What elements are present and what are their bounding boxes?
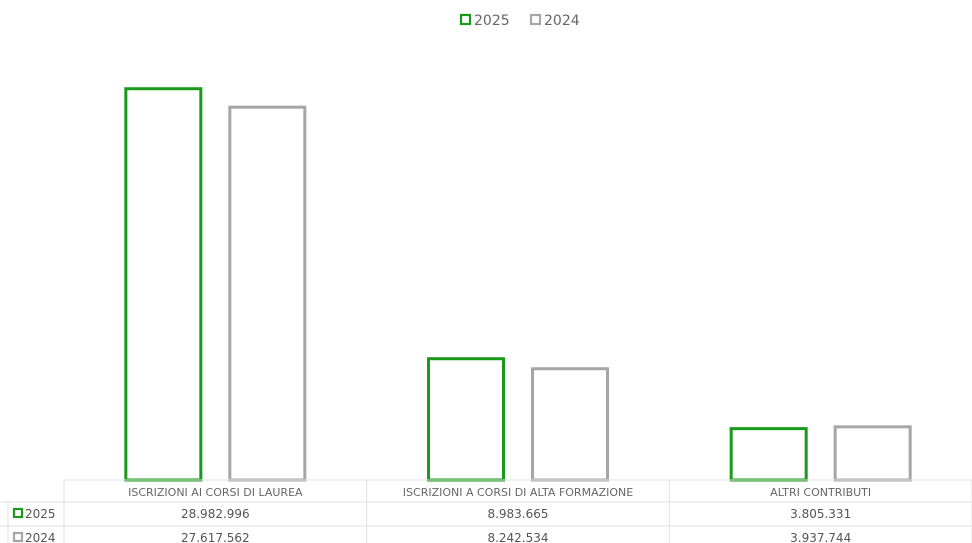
legend-item-2025: 2025 bbox=[459, 13, 510, 29]
legend: 2025 2024 bbox=[459, 13, 580, 29]
table-swatch-2025 bbox=[12, 507, 24, 519]
data-label-2024-altri-contributi: 3.937.744 bbox=[790, 531, 851, 543]
legend-item-2024: 2024 bbox=[529, 13, 580, 29]
category-label-altri-contributi: ALTRI CONTRIBUTI bbox=[770, 486, 871, 499]
bar-2025-iscrizioni-a-corsi-di-alta-formazione bbox=[427, 357, 505, 482]
data-label-2025-iscrizioni-a-corsi-di-alta-formazione: 8.983.665 bbox=[487, 507, 548, 521]
bars bbox=[124, 87, 912, 482]
data-label-2024-iscrizioni-ai-corsi-di-laurea: 27.617.562 bbox=[181, 531, 250, 543]
data-label-2025-altri-contributi: 3.805.331 bbox=[790, 507, 851, 521]
table-row-label-2025: 2025 bbox=[25, 507, 56, 521]
bar-2024-iscrizioni-a-corsi-di-alta-formazione bbox=[531, 367, 609, 482]
bar-2024-iscrizioni-ai-corsi-di-laurea bbox=[228, 105, 307, 482]
legend-swatch-2025 bbox=[459, 13, 472, 26]
category-label-iscrizioni-ai-corsi-di-laurea: ISCRIZIONI AI CORSI DI LAUREA bbox=[128, 486, 303, 499]
data-label-2024-iscrizioni-a-corsi-di-alta-formazione: 8.242.534 bbox=[487, 531, 548, 543]
bar-2024-altri-contributi bbox=[833, 425, 912, 482]
data-table: ISCRIZIONI AI CORSI DI LAUREA ISCRIZIONI … bbox=[0, 479, 972, 543]
bar-2025-iscrizioni-ai-corsi-di-laurea bbox=[124, 87, 203, 482]
bar-2025-altri-contributi bbox=[729, 427, 808, 482]
table-row-label-2024: 2024 bbox=[25, 531, 56, 543]
legend-label-2024: 2024 bbox=[544, 13, 580, 29]
category-label-iscrizioni-a-corsi-di-alta-formazione: ISCRIZIONI A CORSI DI ALTA FORMAZIONE bbox=[403, 486, 633, 499]
data-label-2025-iscrizioni-ai-corsi-di-laurea: 28.982.996 bbox=[181, 507, 250, 521]
table-swatch-2024 bbox=[12, 531, 24, 543]
legend-swatch-2024 bbox=[529, 13, 542, 26]
legend-label-2025: 2025 bbox=[474, 13, 510, 29]
